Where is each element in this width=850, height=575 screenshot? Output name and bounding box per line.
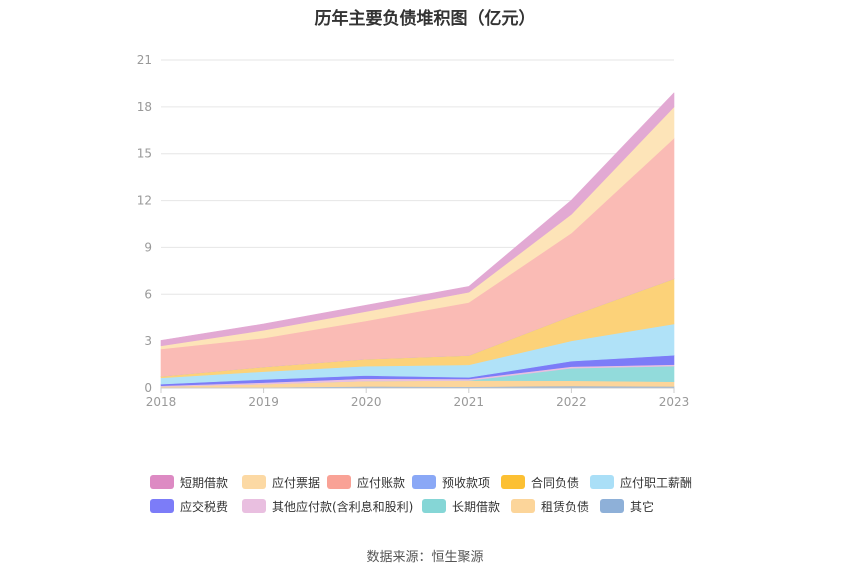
legend-swatch (327, 475, 351, 489)
y-tick-label: 21 (137, 53, 152, 67)
legend-label: 短期借款 (180, 475, 229, 490)
legend-label: 应付职工薪酬 (620, 475, 693, 490)
legend-swatch (150, 475, 174, 489)
legend-label: 应交税费 (180, 499, 229, 514)
legend-label: 应付票据 (272, 475, 321, 490)
x-tick-label: 2020 (351, 395, 382, 409)
stacked-area-chart: 0 3 6 9 12 15 18 21 2018 2019 2020 2021 2022 2023 (137, 53, 690, 409)
legend-swatch (422, 499, 446, 513)
y-tick-label: 12 (137, 194, 152, 208)
legend-swatch (242, 475, 266, 489)
x-tick-label: 2023 (659, 395, 690, 409)
y-tick-label: 15 (137, 147, 152, 161)
legend-label: 长期借款 (452, 499, 501, 514)
y-tick-label: 9 (144, 240, 152, 254)
x-tick-label: 2022 (556, 395, 587, 409)
legend-label: 租赁负债 (541, 499, 590, 514)
y-tick-label: 3 (144, 334, 152, 348)
axes: 0 3 6 9 12 15 18 21 2018 2019 2020 2021 2022 2023 (137, 53, 690, 409)
area-series-layer (160, 92, 675, 389)
legend-item[interactable]: 其他应付款(含利息和股利) (242, 498, 422, 515)
legend-item[interactable]: 短期借款 (150, 474, 242, 491)
x-tick-label: 2018 (146, 395, 177, 409)
legend-label: 预收款项 (442, 475, 491, 490)
legend-swatch (242, 499, 266, 513)
legend-row-1: 短期借款 应付票据 应付账款 预收款项 合同负债 应付职工薪酬 (150, 470, 710, 494)
legend-item[interactable]: 合同负债 (501, 474, 590, 491)
legend-swatch (501, 475, 525, 489)
chart-legend: 短期借款 应付票据 应付账款 预收款项 合同负债 应付职工薪酬 应交税费 其他应付款(含利息… (150, 470, 710, 518)
y-tick-label: 0 (144, 381, 152, 395)
legend-item[interactable]: 预收款项 (412, 474, 501, 491)
area-series (160, 92, 675, 347)
legend-item[interactable]: 租赁负债 (511, 498, 600, 515)
legend-item[interactable]: 应付账款 (327, 474, 412, 491)
legend-label: 其他应付款(含利息和股利) (272, 499, 414, 514)
chart-title: 历年主要负债堆积图（亿元） (314, 9, 536, 29)
data-source-note: 数据来源：恒生聚源 (366, 550, 484, 565)
legend-label: 其它 (630, 499, 655, 514)
legend-item[interactable]: 应交税费 (150, 498, 242, 515)
legend-label: 合同负债 (531, 475, 580, 490)
legend-row-2: 应交税费 其他应付款(含利息和股利) 长期借款 租赁负债 其它 (150, 494, 710, 518)
legend-item[interactable]: 应付职工薪酬 (590, 474, 700, 491)
legend-swatch (590, 475, 614, 489)
legend-label: 应付账款 (357, 475, 406, 490)
x-tick-label: 2021 (454, 395, 485, 409)
y-tick-label: 18 (137, 100, 152, 114)
legend-item[interactable]: 应付票据 (242, 474, 327, 491)
legend-item[interactable]: 长期借款 (422, 498, 511, 515)
legend-swatch (412, 475, 436, 489)
y-tick-label: 6 (144, 287, 152, 301)
x-tick-label: 2019 (248, 395, 279, 409)
legend-swatch (511, 499, 535, 513)
legend-swatch (150, 499, 174, 513)
legend-item[interactable]: 其它 (600, 498, 680, 515)
legend-swatch (600, 499, 624, 513)
